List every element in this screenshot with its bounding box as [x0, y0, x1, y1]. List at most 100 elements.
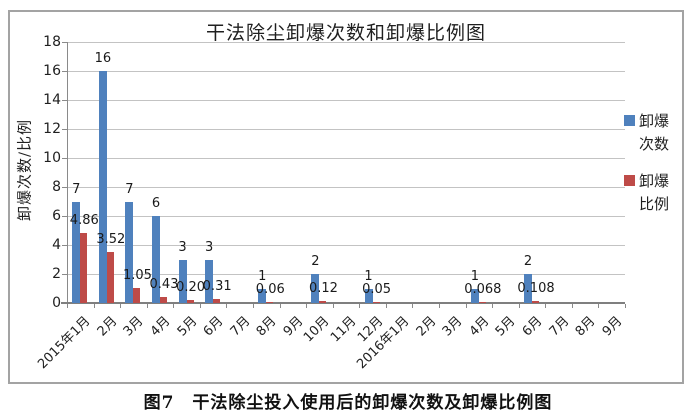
y-tick-label: 10: [43, 150, 61, 166]
bar-count: [125, 201, 134, 303]
gridline: [67, 216, 625, 217]
bar-ratio: [319, 301, 327, 303]
bar-count: [470, 288, 479, 303]
y-tick-mark: [62, 129, 67, 130]
y-tick-label: 2: [52, 266, 61, 282]
x-tick-mark: [279, 304, 281, 308]
bar-label-count: 2: [523, 254, 533, 269]
bar-label-count: 1: [470, 268, 479, 284]
chart-title: 干法除尘卸爆次数和卸爆比例图: [205, 22, 486, 44]
gridline: [67, 129, 625, 130]
y-axis-line: [67, 42, 68, 303]
bar-label-ratio: 0.20: [176, 280, 206, 296]
y-tick-label: 16: [43, 63, 61, 79]
x-tick-mark: [439, 304, 440, 308]
x-tick-mark: [571, 304, 573, 308]
x-tick-mark: [306, 304, 308, 308]
x-tick-mark: [465, 304, 467, 308]
x-tick-mark: [518, 304, 520, 308]
x-tick-mark: [545, 304, 547, 308]
bar-ratio: [478, 302, 486, 303]
gridline: [67, 274, 625, 275]
bar-count: [178, 259, 187, 303]
chart-frame: 干法除尘卸爆次数和卸爆比例图 卸爆次数/比例 0 2 4 6 8 10 12 14 16 18 7 4…: [8, 10, 684, 384]
y-tick-mark: [62, 216, 67, 217]
x-tick-mark: [120, 304, 122, 308]
x-tick-mark: [359, 304, 361, 308]
x-axis-line: [61, 302, 625, 304]
legend: 卸爆次数 卸爆比例: [624, 110, 673, 230]
bar-label-count: 1: [258, 268, 267, 284]
x-tick-mark: [598, 304, 600, 308]
y-tick-mark: [62, 274, 67, 275]
bar-label-ratio: 1.05: [122, 267, 152, 283]
x-tick-mark: [492, 304, 494, 308]
bar-label-ratio: 3.52: [96, 231, 126, 247]
x-tick-mark: [412, 304, 414, 308]
figure-caption: 图7 干法除尘投入使用后的卸爆次数及卸爆比例图: [143, 393, 553, 413]
gridline: [67, 158, 625, 159]
bar-label-count: 3: [205, 239, 214, 255]
bar-label-ratio: 0.068: [464, 282, 502, 297]
plot-area: 0 2 4 6 8 10 12 14 16 18 7 4.86 2015年1月 16 3.52 2月 7 1.05…: [10, 12, 682, 382]
x-tick-mark: [146, 304, 148, 308]
y-tick-label: 0: [52, 295, 61, 311]
legend-swatch-count-icon: [624, 115, 635, 126]
bar-count: [364, 288, 373, 303]
bar-label-ratio: 0.31: [202, 278, 232, 294]
gridline: [67, 100, 625, 101]
gridline: [67, 42, 625, 43]
x-tick-mark: [67, 304, 68, 308]
gridline: [67, 187, 625, 188]
bar-label-count: 16: [94, 51, 112, 66]
bar-count: [524, 274, 532, 303]
y-tick-mark: [62, 100, 67, 101]
bar-ratio: [532, 301, 539, 303]
bar-count: [205, 259, 214, 303]
bar-label-count: 7: [72, 181, 81, 197]
bar-count: [258, 288, 267, 303]
x-tick-mark: [625, 304, 626, 308]
y-tick-mark: [62, 187, 67, 188]
x-tick-mark: [332, 304, 334, 308]
gridline: [67, 245, 625, 246]
x-tick-mark: [173, 304, 175, 308]
bar-ratio: [266, 302, 274, 303]
gridline: [67, 71, 625, 72]
bar-label-count: 7: [125, 181, 134, 197]
bar-label-ratio: 0.43: [149, 276, 179, 292]
y-tick-mark: [62, 245, 67, 246]
y-tick-mark: [62, 158, 67, 159]
y-tick-label: 8: [52, 179, 61, 195]
y-tick-label: 6: [52, 208, 61, 224]
y-tick-mark: [62, 42, 67, 43]
x-tick-mark: [253, 304, 254, 308]
x-tick-mark: [385, 304, 387, 308]
legend-label-ratio: 卸爆比例: [639, 172, 670, 213]
legend-swatch-ratio-icon: [624, 175, 635, 186]
x-tick-mark: [199, 304, 201, 308]
y-tick-label: 14: [43, 92, 61, 108]
bar-label-count: 2: [311, 254, 320, 269]
bar-label-count: 6: [151, 196, 161, 211]
bar-count: [72, 201, 81, 303]
bar-ratio: [80, 232, 88, 303]
legend-label-count: 卸爆次数: [639, 112, 670, 153]
bar-label-count: 1: [364, 268, 373, 284]
bar-label-ratio: 0.12: [308, 281, 338, 297]
bar-ratio: [133, 287, 141, 303]
y-tick-label: 12: [43, 121, 61, 137]
bar-label-ratio: 4.86: [69, 212, 99, 228]
bar-count: [152, 216, 160, 303]
bar-ratio: [372, 302, 380, 303]
x-tick-mark: [93, 304, 95, 308]
bar-count: [98, 71, 107, 303]
bar-label-ratio: 0.05: [362, 282, 392, 297]
bar-label-count: 3: [178, 239, 187, 255]
bar-count: [311, 274, 320, 303]
legend-entry-count: 卸爆次数: [624, 110, 673, 156]
x-tick-mark: [226, 304, 228, 308]
bar-ratio: [160, 296, 167, 303]
bar-label-ratio: 0.06: [255, 282, 285, 297]
